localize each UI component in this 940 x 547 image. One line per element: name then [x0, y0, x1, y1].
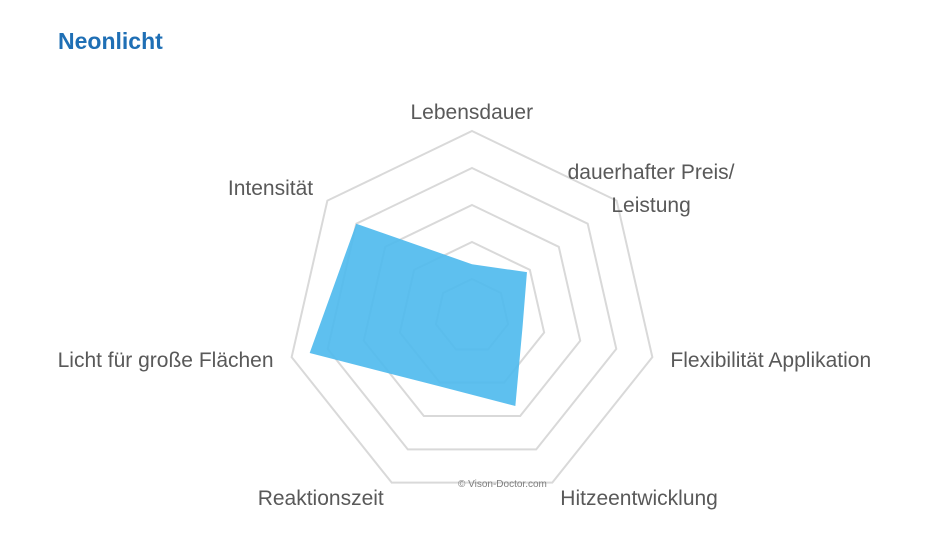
axis-label: Licht für große Flächen	[57, 349, 274, 373]
axis-label: Reaktionszeit	[257, 487, 384, 511]
axis-label: Hitzeentwicklung	[560, 487, 718, 511]
axis-label: dauerhafter Preis/ Leistung	[567, 160, 735, 218]
chart-title: Neonlicht	[58, 28, 163, 54]
credit: © Vison-Doctor.com	[458, 479, 547, 490]
axis-label: Lebensdauer	[410, 100, 534, 124]
axis-label: Flexibilität Applikation	[670, 349, 872, 373]
data-area	[309, 223, 527, 407]
axis-label: Intensität	[227, 177, 314, 201]
grid-ring	[290, 129, 654, 484]
